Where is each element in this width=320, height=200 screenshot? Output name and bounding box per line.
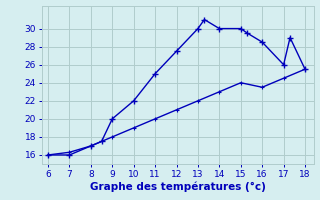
X-axis label: Graphe des températures (°c): Graphe des températures (°c) [90, 181, 266, 192]
